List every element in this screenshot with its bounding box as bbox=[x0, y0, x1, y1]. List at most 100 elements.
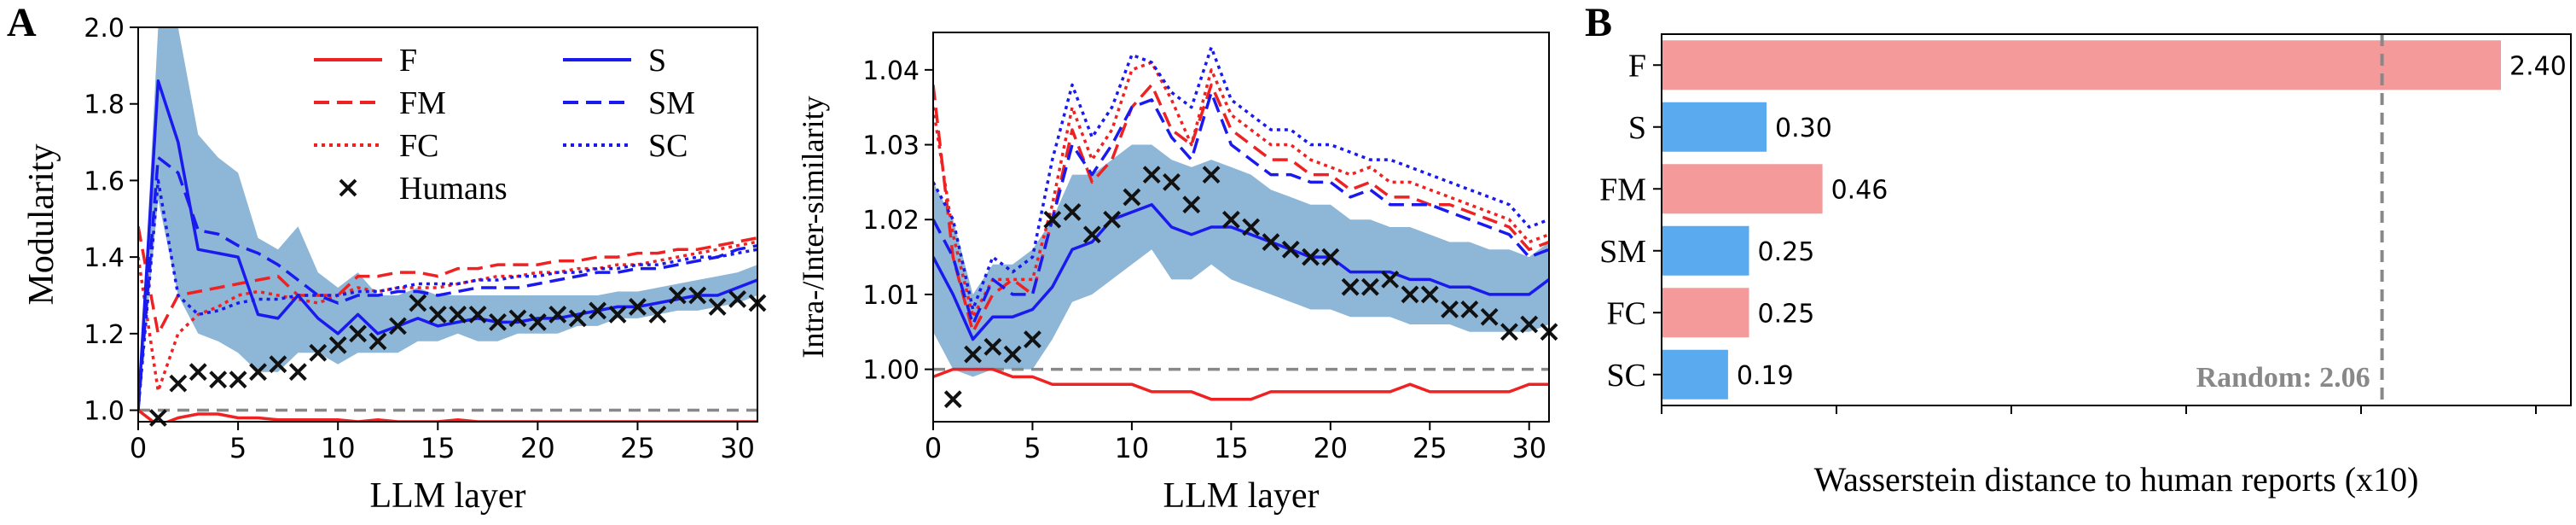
category-label: FC bbox=[1607, 295, 1646, 331]
panel-label-b: B bbox=[1585, 0, 1612, 45]
humans-marker bbox=[1043, 210, 1062, 229]
humans-marker bbox=[943, 390, 962, 409]
humans-marker bbox=[1460, 300, 1479, 318]
humans-marker bbox=[468, 305, 487, 324]
legend-label: SC bbox=[648, 128, 688, 164]
modularity-humans-layer bbox=[149, 286, 767, 427]
bar-fm bbox=[1662, 164, 1823, 214]
bar-fc bbox=[1662, 288, 1749, 338]
panel-label-a: A bbox=[7, 0, 37, 45]
category-label: SM bbox=[1599, 234, 1646, 270]
legend-label: FM bbox=[399, 85, 446, 121]
bar-value-label: 0.25 bbox=[1758, 237, 1815, 267]
y-tick-label: 1.8 bbox=[84, 90, 125, 120]
legend-label: FC bbox=[399, 128, 438, 164]
category-label: SC bbox=[1607, 358, 1646, 394]
humans-marker bbox=[149, 409, 167, 427]
x-tick-label: 30 bbox=[1511, 432, 1546, 464]
y-tick-label: 1.4 bbox=[84, 243, 125, 273]
similarity-chart: 0 5 10 15 20 25 30 1.00 1.01 1.02 1.03 1.04 LLM lay… bbox=[796, 32, 1558, 516]
humans-marker bbox=[1242, 218, 1261, 236]
humans-marker bbox=[1123, 188, 1141, 207]
y-tick-label: 1.6 bbox=[84, 166, 125, 196]
humans-marker bbox=[1182, 195, 1201, 214]
humans-marker bbox=[728, 290, 746, 308]
bar-sc bbox=[1662, 349, 1728, 400]
humans-marker bbox=[608, 305, 627, 324]
x-tick-label: 5 bbox=[229, 432, 247, 464]
humans-marker bbox=[1520, 315, 1539, 334]
y-tick-label: 1.0 bbox=[84, 397, 125, 427]
legend-label: Humans bbox=[399, 171, 508, 207]
legend-entry-s: S bbox=[563, 43, 666, 79]
x-tick-label: 5 bbox=[1024, 432, 1041, 464]
legend-entry-f: F bbox=[314, 43, 417, 79]
humans-marker bbox=[1381, 270, 1400, 289]
humans-marker bbox=[1361, 277, 1379, 296]
humans-marker bbox=[708, 298, 727, 316]
series-line-s bbox=[933, 202, 1549, 341]
humans-marker bbox=[1420, 285, 1439, 304]
humans-marker bbox=[629, 298, 647, 316]
x-tick-label: 20 bbox=[1313, 432, 1348, 464]
y-tick-label: 1.03 bbox=[862, 131, 920, 161]
series-line-f bbox=[933, 367, 1549, 401]
legend-label: SM bbox=[648, 85, 695, 121]
x-tick-label: 0 bbox=[925, 432, 942, 464]
modularity-axes-frame bbox=[137, 26, 758, 423]
humans-marker bbox=[1082, 225, 1101, 244]
x-tick-label: 25 bbox=[1413, 432, 1448, 464]
humans-marker bbox=[328, 335, 347, 354]
humans-marker bbox=[1302, 248, 1320, 266]
x-tick-label: 0 bbox=[130, 432, 147, 464]
similarity-y-axis-label: Intra-/Inter-similarity bbox=[796, 96, 830, 358]
bar-value-label: 0.25 bbox=[1758, 299, 1815, 329]
y-tick-label: 1.2 bbox=[84, 320, 125, 350]
modularity-chart: 0 5 10 15 20 25 30 1.0 1.2 1.4 1.6 1.8 2.0 LLM layer… bbox=[22, 14, 767, 516]
humans-marker bbox=[269, 355, 287, 374]
humans-marker bbox=[1441, 300, 1459, 318]
humans-marker bbox=[964, 345, 982, 364]
wasserstein-x-axis-label: Wasserstein distance to human reports (x… bbox=[1814, 460, 2419, 499]
legend: F FM FC Humans S SM SC bbox=[314, 43, 695, 207]
humans-marker bbox=[1341, 277, 1360, 296]
humans-marker bbox=[528, 312, 547, 331]
humans-marker bbox=[1142, 166, 1161, 184]
humans-marker bbox=[1063, 203, 1082, 221]
humans-marker bbox=[1262, 233, 1280, 251]
y-tick-label: 1.00 bbox=[862, 356, 920, 386]
legend-label: F bbox=[399, 43, 417, 79]
humans-marker bbox=[1281, 240, 1300, 259]
humans-marker bbox=[229, 370, 247, 389]
y-tick-label: 1.02 bbox=[862, 206, 920, 236]
humans-marker bbox=[189, 363, 207, 382]
bar-sm bbox=[1662, 225, 1749, 276]
modularity-x-axis-label: LLM layer bbox=[369, 476, 525, 516]
humans-marker bbox=[1202, 166, 1221, 184]
legend-label: S bbox=[648, 43, 666, 79]
modularity-series-layer bbox=[138, 79, 757, 422]
x-tick-label: 20 bbox=[520, 432, 555, 464]
humans-marker bbox=[1003, 345, 1022, 364]
humans-marker bbox=[1024, 330, 1041, 348]
humans-marker bbox=[169, 374, 188, 393]
series-line-fc bbox=[138, 240, 757, 393]
series-line-fc bbox=[933, 61, 1549, 318]
category-label: FM bbox=[1599, 172, 1646, 207]
y-tick-label: 1.01 bbox=[862, 281, 920, 311]
wasserstein-bar-chart: 2.40 F 0.30 S 0.46 FM 0.25 SM 0.25 FC 0.19 SC Rando… bbox=[1599, 33, 2572, 499]
wasserstein-bars-layer: 2.40 F 0.30 S 0.46 FM 0.25 SM 0.25 FC 0.19 SC bbox=[1599, 40, 2567, 400]
humans-marker bbox=[1500, 323, 1518, 341]
humans-marker bbox=[1103, 210, 1122, 229]
y-tick-label: 2.0 bbox=[84, 14, 125, 44]
humans-marker bbox=[589, 301, 607, 320]
humans-marker bbox=[648, 305, 667, 324]
confidence-band bbox=[933, 144, 1549, 377]
humans-marker bbox=[409, 294, 427, 312]
humans-marker bbox=[1163, 172, 1181, 191]
category-label: F bbox=[1628, 48, 1646, 84]
humans-marker bbox=[368, 332, 387, 351]
humans-marker bbox=[688, 286, 707, 305]
humans-marker bbox=[1401, 285, 1419, 304]
